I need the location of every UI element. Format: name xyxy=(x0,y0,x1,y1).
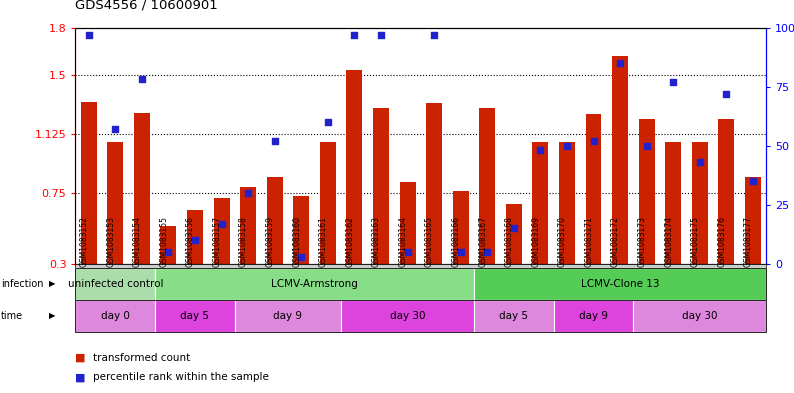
Point xyxy=(507,225,520,231)
Bar xyxy=(373,108,389,264)
Text: ▶: ▶ xyxy=(49,312,56,320)
Text: LCMV-Armstrong: LCMV-Armstrong xyxy=(271,279,358,289)
Text: GSM1083167: GSM1083167 xyxy=(478,216,488,267)
Bar xyxy=(187,210,203,264)
Text: GSM1083166: GSM1083166 xyxy=(452,216,461,267)
Text: GSM1083158: GSM1083158 xyxy=(239,216,248,267)
Point xyxy=(614,60,626,66)
Text: GSM1083172: GSM1083172 xyxy=(611,216,620,267)
Bar xyxy=(399,182,415,264)
Bar xyxy=(585,114,602,264)
Text: LCMV-Clone 13: LCMV-Clone 13 xyxy=(581,279,659,289)
Text: transformed count: transformed count xyxy=(93,353,190,363)
Bar xyxy=(426,103,442,264)
Point xyxy=(322,119,334,125)
Point xyxy=(693,159,706,165)
Text: day 30: day 30 xyxy=(390,311,426,321)
Bar xyxy=(638,119,654,264)
Text: GSM1083155: GSM1083155 xyxy=(160,216,168,267)
Text: GSM1083160: GSM1083160 xyxy=(292,216,301,267)
Bar xyxy=(240,187,256,264)
Bar xyxy=(480,108,495,264)
Bar xyxy=(745,177,761,264)
Bar xyxy=(533,142,549,264)
Point xyxy=(428,31,441,38)
Text: day 0: day 0 xyxy=(101,311,129,321)
Point xyxy=(561,143,573,149)
Text: ■: ■ xyxy=(75,353,90,363)
Point xyxy=(640,143,653,149)
Text: GSM1083171: GSM1083171 xyxy=(584,216,593,267)
Point xyxy=(720,90,733,97)
Bar xyxy=(81,101,97,264)
Text: GDS4556 / 10600901: GDS4556 / 10600901 xyxy=(75,0,218,12)
Point xyxy=(268,138,281,144)
Text: GSM1083169: GSM1083169 xyxy=(531,216,541,267)
Text: GSM1083173: GSM1083173 xyxy=(638,216,646,267)
Text: day 9: day 9 xyxy=(579,311,608,321)
Point xyxy=(241,190,254,196)
Text: GSM1083164: GSM1083164 xyxy=(399,216,407,267)
Text: GSM1083163: GSM1083163 xyxy=(372,216,381,267)
Point xyxy=(109,126,121,132)
Point xyxy=(189,237,202,243)
Text: day 5: day 5 xyxy=(180,311,210,321)
Text: GSM1083168: GSM1083168 xyxy=(505,216,514,267)
Bar xyxy=(320,142,336,264)
Text: GSM1083162: GSM1083162 xyxy=(345,216,354,267)
Text: GSM1083170: GSM1083170 xyxy=(558,216,567,267)
Text: infection: infection xyxy=(1,279,44,289)
Text: GSM1083165: GSM1083165 xyxy=(425,216,434,267)
Bar xyxy=(559,142,575,264)
Point xyxy=(348,31,360,38)
Text: GSM1083156: GSM1083156 xyxy=(186,216,195,267)
Bar xyxy=(267,177,283,264)
Text: GSM1083153: GSM1083153 xyxy=(106,216,115,267)
Text: GSM1083174: GSM1083174 xyxy=(665,216,673,267)
Text: ▶: ▶ xyxy=(49,279,56,288)
Point xyxy=(667,79,680,85)
Text: GSM1083152: GSM1083152 xyxy=(79,216,89,267)
Point xyxy=(136,76,148,83)
Point xyxy=(481,249,494,255)
Text: day 9: day 9 xyxy=(273,311,303,321)
Text: GSM1083176: GSM1083176 xyxy=(717,216,727,267)
Bar xyxy=(214,198,229,264)
Text: GSM1083159: GSM1083159 xyxy=(266,216,275,267)
Bar xyxy=(665,142,681,264)
Bar xyxy=(107,142,123,264)
Point xyxy=(162,249,175,255)
Point xyxy=(534,147,547,154)
Bar xyxy=(453,191,468,264)
Point xyxy=(295,253,307,260)
Text: GSM1083177: GSM1083177 xyxy=(744,216,753,267)
Point xyxy=(746,178,759,184)
Bar xyxy=(293,196,309,264)
Point xyxy=(215,220,228,227)
Text: ■: ■ xyxy=(75,372,90,382)
Text: day 5: day 5 xyxy=(499,311,528,321)
Text: time: time xyxy=(1,311,23,321)
Point xyxy=(83,31,95,38)
Bar xyxy=(134,112,150,264)
Text: GSM1083175: GSM1083175 xyxy=(691,216,700,267)
Text: percentile rank within the sample: percentile rank within the sample xyxy=(93,372,269,382)
Text: uninfected control: uninfected control xyxy=(67,279,163,289)
Bar xyxy=(692,142,707,264)
Text: GSM1083157: GSM1083157 xyxy=(213,216,222,267)
Point xyxy=(401,249,414,255)
Bar xyxy=(719,119,734,264)
Bar xyxy=(346,70,362,264)
Point xyxy=(454,249,467,255)
Text: day 30: day 30 xyxy=(682,311,718,321)
Bar xyxy=(160,226,176,264)
Bar xyxy=(612,56,628,264)
Point xyxy=(587,138,600,144)
Text: GSM1083154: GSM1083154 xyxy=(133,216,142,267)
Point xyxy=(375,31,387,38)
Bar xyxy=(506,204,522,264)
Text: GSM1083161: GSM1083161 xyxy=(319,216,328,267)
